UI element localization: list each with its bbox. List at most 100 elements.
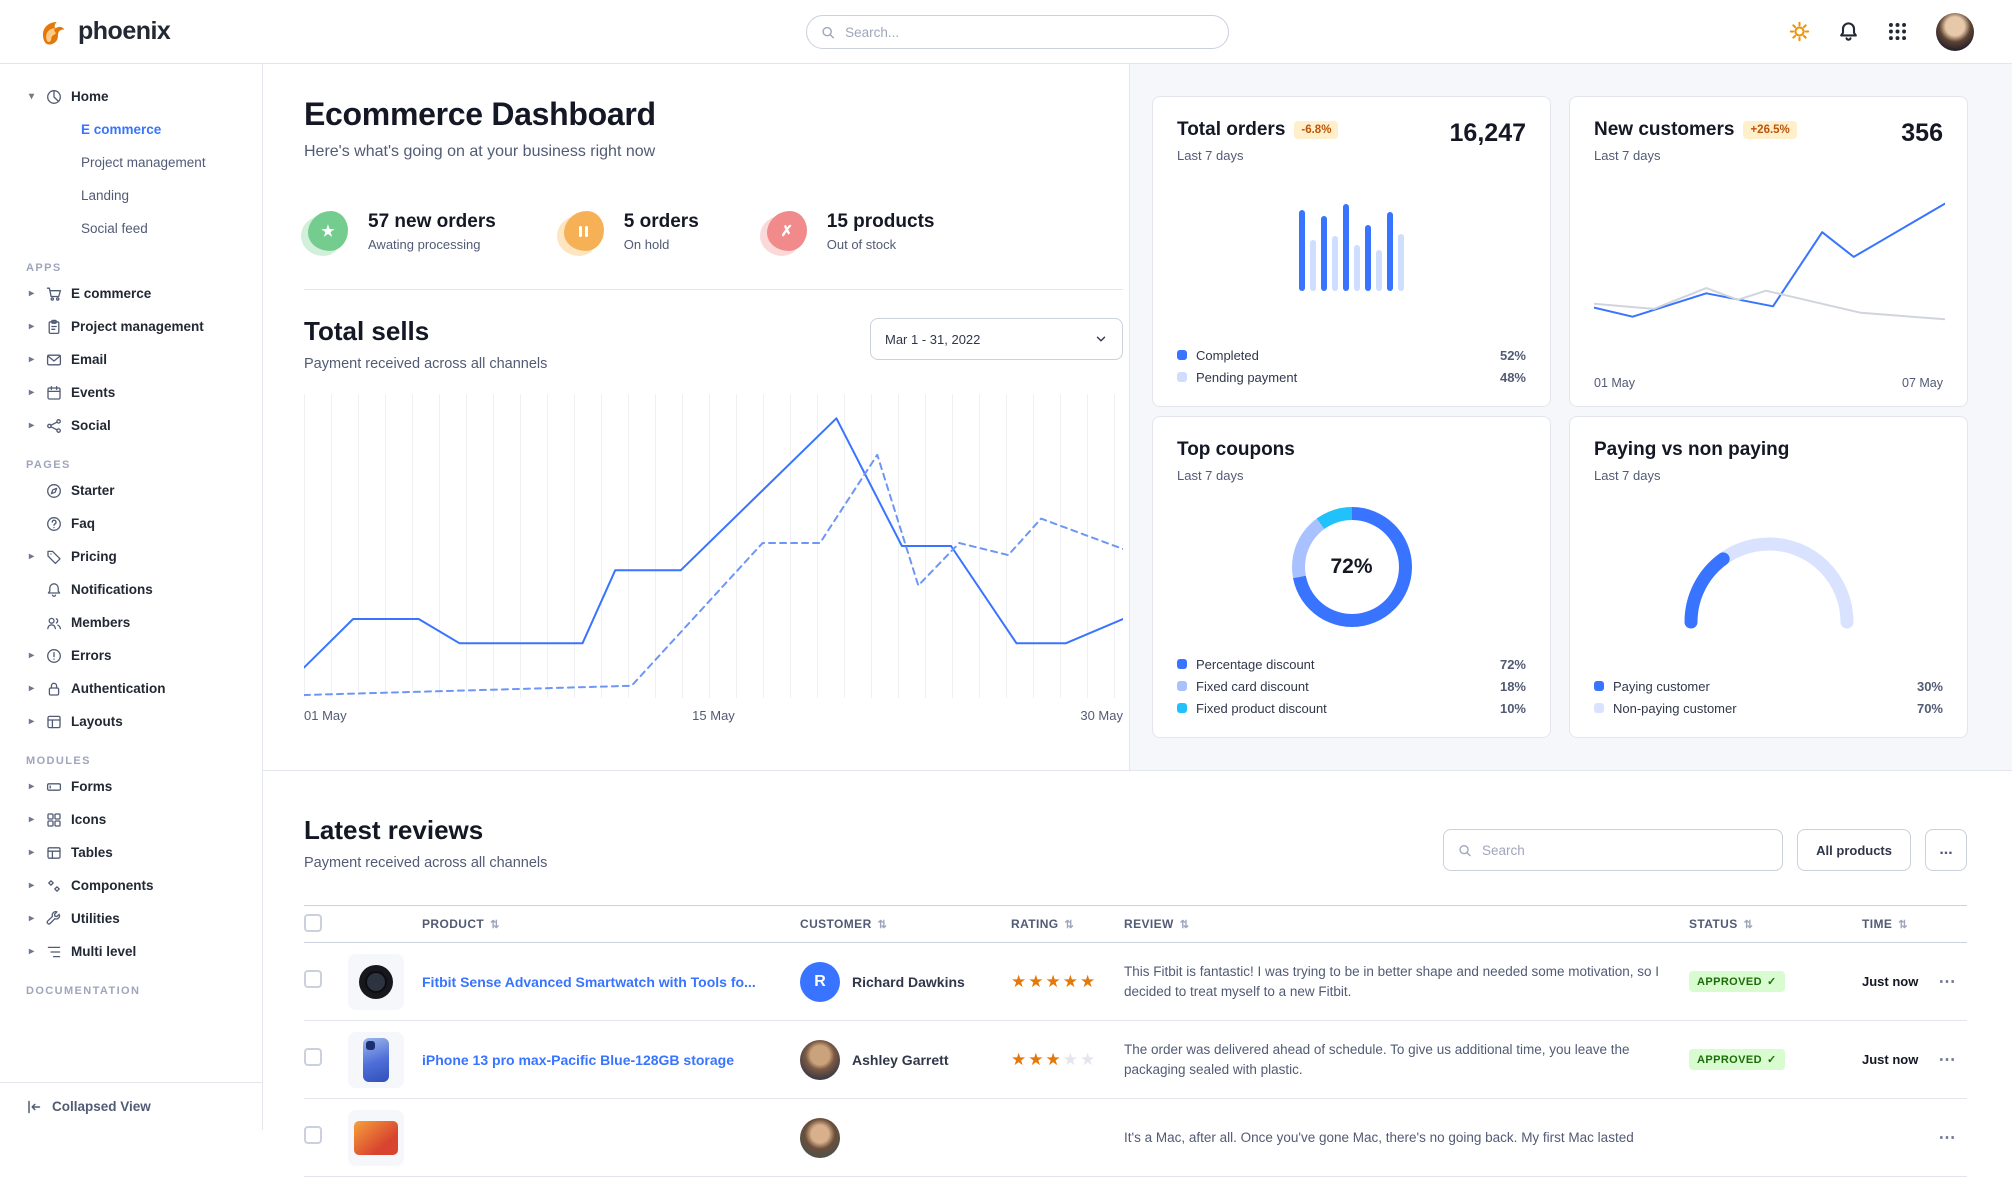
global-search[interactable] (806, 15, 1229, 49)
product-link[interactable]: iPhone 13 pro max-Pacific Blue-128GB sto… (422, 1052, 734, 1068)
sidebar-item-icons[interactable]: ▸Icons (26, 803, 252, 836)
sidebar-subitem-project-management[interactable]: Project management (26, 146, 252, 179)
sort-icon[interactable]: ⇅ (1065, 918, 1075, 931)
sidebar-item-members[interactable]: Members (26, 606, 252, 639)
row-checkbox[interactable] (304, 1048, 322, 1066)
sidebar-item-home[interactable]: ▾Home (26, 80, 252, 113)
calendar-icon (46, 385, 62, 401)
row-actions-button[interactable]: ⋯ (1927, 972, 1967, 992)
legend-value: 70% (1917, 701, 1943, 716)
search-input[interactable] (845, 25, 1214, 40)
column-header-rating[interactable]: RATING⇅ (1011, 917, 1124, 931)
sidebar-subitem-social-feed[interactable]: Social feed (26, 212, 252, 245)
all-products-filter-button[interactable]: All products (1797, 829, 1911, 871)
sidebar-item-project-management[interactable]: ▸Project management (26, 310, 252, 343)
stat-value: 5 orders (624, 211, 699, 233)
collapse-sidebar-button[interactable]: Collapsed View (0, 1082, 262, 1130)
sidebar-item-components[interactable]: ▸Components (26, 869, 252, 902)
sun-icon (1789, 21, 1810, 42)
sidebar-subitem-e-commerce[interactable]: E commerce (26, 113, 252, 146)
product-link[interactable]: Fitbit Sense Advanced Smartwatch with To… (422, 974, 756, 990)
customer-avatar (800, 1118, 840, 1158)
x-tick: 07 May (1902, 376, 1943, 390)
order-bar (1387, 212, 1393, 291)
total-sells-subtitle: Payment received across all channels (304, 356, 547, 372)
column-header-review[interactable]: REVIEW⇅ (1124, 917, 1689, 931)
table-row: iPhone 13 pro max-Pacific Blue-128GB sto… (304, 1021, 1967, 1099)
star-icon: ★ (1080, 972, 1097, 991)
legend-label: Fixed product discount (1196, 701, 1327, 716)
total-sells-x-axis: 01 May 15 May 30 May (304, 708, 1123, 723)
theme-toggle-button[interactable] (1789, 21, 1810, 42)
reviews-search-input[interactable] (1482, 843, 1768, 858)
sidebar-item-errors[interactable]: ▸Errors (26, 639, 252, 672)
row-actions-button[interactable]: ⋯ (1927, 1128, 1967, 1148)
sidebar-item-pricing[interactable]: ▸Pricing (26, 540, 252, 573)
pie-chart-icon (46, 89, 62, 105)
sort-icon[interactable]: ⇅ (1744, 918, 1754, 931)
new-customers-card: New customers +26.5% Last 7 days 356 01 … (1569, 96, 1968, 407)
customer-avatar: R (800, 962, 840, 1002)
page-title: Ecommerce Dashboard (304, 96, 1123, 133)
sidebar-item-tables[interactable]: ▸Tables (26, 836, 252, 869)
stats-row: ★ 57 new orders Awating processing 5 ord… (304, 207, 1123, 255)
sidebar-item-e-commerce[interactable]: ▸E commerce (26, 277, 252, 310)
column-header-status[interactable]: STATUS⇅ (1689, 917, 1862, 931)
sidebar-item-label: Components (71, 878, 154, 893)
user-avatar[interactable] (1936, 13, 1974, 51)
clipboard-icon (46, 319, 62, 335)
notifications-button[interactable] (1838, 21, 1859, 42)
column-header-product[interactable]: PRODUCT⇅ (348, 917, 800, 931)
sort-icon[interactable]: ⇅ (490, 918, 500, 931)
legend-label: Fixed card discount (1196, 679, 1309, 694)
select-all-checkbox[interactable] (304, 914, 322, 932)
cart-icon (46, 286, 62, 302)
product-image-iphone (348, 1032, 404, 1088)
sidebar-item-multi-level[interactable]: ▸Multi level (26, 935, 252, 968)
stat-on-hold: 5 orders On hold (560, 207, 699, 255)
customer-avatar (800, 1040, 840, 1080)
column-header-time[interactable]: TIME⇅ (1862, 917, 1927, 931)
sidebar-section-pages: PAGES (26, 459, 252, 471)
x-tick: 01 May (1594, 376, 1635, 390)
rating-stars: ★★★★★ (1011, 1050, 1124, 1070)
orders-bar-chart (1299, 199, 1405, 291)
reviews-search[interactable] (1443, 829, 1783, 871)
x-icon: ✗ (763, 207, 811, 255)
sort-icon[interactable]: ⇅ (1180, 918, 1190, 931)
row-checkbox[interactable] (304, 970, 322, 988)
brand-name: phoenix (78, 17, 170, 46)
help-icon (46, 516, 62, 532)
legend-dot (1594, 703, 1604, 713)
table-row: It's a Mac, after all. Once you've gone … (304, 1099, 1967, 1177)
sidebar-item-utilities[interactable]: ▸Utilities (26, 902, 252, 935)
sidebar-item-faq[interactable]: Faq (26, 507, 252, 540)
brand-logo[interactable]: phoenix (38, 17, 170, 47)
more-options-button[interactable]: ... (1925, 829, 1967, 871)
sidebar-item-label: Social (71, 418, 111, 433)
apps-menu-button[interactable] (1887, 21, 1908, 42)
sidebar-item-social[interactable]: ▸Social (26, 409, 252, 442)
sidebar-item-starter[interactable]: Starter (26, 474, 252, 507)
column-header-customer[interactable]: CUSTOMER⇅ (800, 917, 1011, 931)
sidebar-item-notifications[interactable]: Notifications (26, 573, 252, 606)
sort-icon[interactable]: ⇅ (878, 918, 888, 931)
sidebar-subitem-landing[interactable]: Landing (26, 179, 252, 212)
date-range-select[interactable]: Mar 1 - 31, 2022 (870, 318, 1123, 360)
star-icon: ★ (1063, 1050, 1080, 1069)
sidebar-item-forms[interactable]: ▸Forms (26, 770, 252, 803)
card-title: Paying vs non paying (1594, 439, 1943, 461)
sidebar-item-authentication[interactable]: ▸Authentication (26, 672, 252, 705)
sidebar-section-modules: MODULES (26, 755, 252, 767)
sidebar-item-layouts[interactable]: ▸Layouts (26, 705, 252, 738)
chevron-down-icon (1094, 332, 1108, 346)
sort-icon[interactable]: ⇅ (1898, 918, 1908, 931)
sidebar-item-email[interactable]: ▸Email (26, 343, 252, 376)
sidebar-item-events[interactable]: ▸Events (26, 376, 252, 409)
row-actions-button[interactable]: ⋯ (1927, 1050, 1967, 1070)
legend-label: Non-paying customer (1613, 701, 1737, 716)
legend-value: 72% (1500, 657, 1526, 672)
row-checkbox[interactable] (304, 1126, 322, 1144)
page-subtitle: Here's what's going on at your business … (304, 143, 1123, 161)
